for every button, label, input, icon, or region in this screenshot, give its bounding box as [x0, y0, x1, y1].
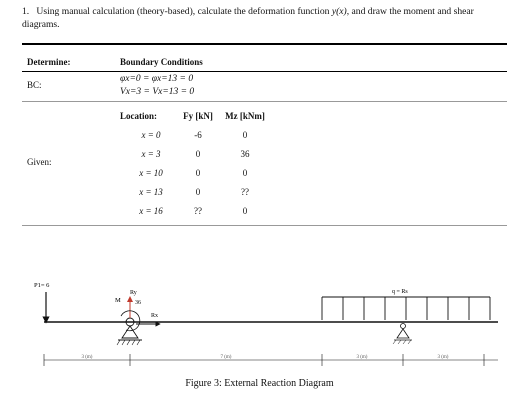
row-mz-2: 0 — [242, 168, 248, 178]
row-mz-0: 0 — [242, 130, 248, 140]
row-mz-3: ?? — [241, 187, 249, 197]
table-row-rule — [22, 101, 507, 102]
row-mz-1: 36 — [240, 149, 250, 159]
question-text: 1. Using manual calculation (theory-base… — [22, 5, 512, 31]
q-label: q = Rs — [392, 289, 408, 295]
row-x-3: x = 13 — [139, 187, 163, 197]
question-text-pre: Using manual calculation (theory-based),… — [36, 6, 332, 17]
bc-label: BC: — [27, 80, 42, 90]
p1-label: P1= 6 — [34, 282, 50, 289]
row-x-4: x = 16 — [139, 206, 163, 216]
dim-label-4: 3 (m) — [438, 355, 449, 360]
header-boundary-conditions: Boundary Conditions — [120, 57, 203, 67]
rx-label: Rx — [151, 313, 158, 319]
question-number: 1. — [22, 6, 30, 17]
row-fy-0: -6 — [194, 130, 202, 140]
question-text-post: , and draw the moment and shear diagrams… — [22, 6, 474, 30]
row-fy-4: ?? — [194, 206, 202, 216]
loc-header-location: Location: — [120, 111, 157, 121]
roller-support — [392, 323, 412, 345]
figure-caption: Figure 3: External Reaction Diagram — [185, 378, 334, 389]
dim-label-1: 3 (m) — [82, 355, 93, 360]
row-x-2: x = 10 — [139, 168, 163, 178]
dim-label-2: 7 (m) — [221, 355, 232, 360]
ry-label: Ry — [130, 290, 137, 296]
moment-label: M — [115, 297, 121, 304]
row-fy-1: 0 — [195, 149, 201, 159]
loc-header-mz: Mz [kNm] — [225, 111, 265, 121]
table-header-rule — [22, 71, 507, 72]
row-mz-4: 0 — [242, 206, 248, 216]
row-fy-2: 0 — [195, 168, 201, 178]
table-top-rule — [22, 43, 507, 45]
row-x-0: x = 0 — [141, 130, 161, 140]
bc-line-1: φx=0 = φx=13 = 0 — [120, 74, 194, 84]
given-label: Given: — [27, 157, 52, 167]
bc-line-2: Vx=3 = Vx=13 = 0 — [120, 87, 195, 97]
row-fy-3: 0 — [195, 187, 201, 197]
dimension-line — [43, 354, 498, 366]
moment-value: 36 — [135, 300, 141, 306]
question-function: y(x) — [331, 6, 347, 17]
table-bottom-rule — [22, 225, 507, 226]
header-determine: Determine: — [27, 57, 71, 67]
row-x-1: x = 3 — [141, 149, 161, 159]
moment-arc — [120, 310, 141, 332]
dim-label-3: 3 (m) — [357, 355, 368, 360]
loc-header-fy: Fy [kN] — [183, 111, 213, 121]
distributed-load — [321, 296, 491, 320]
